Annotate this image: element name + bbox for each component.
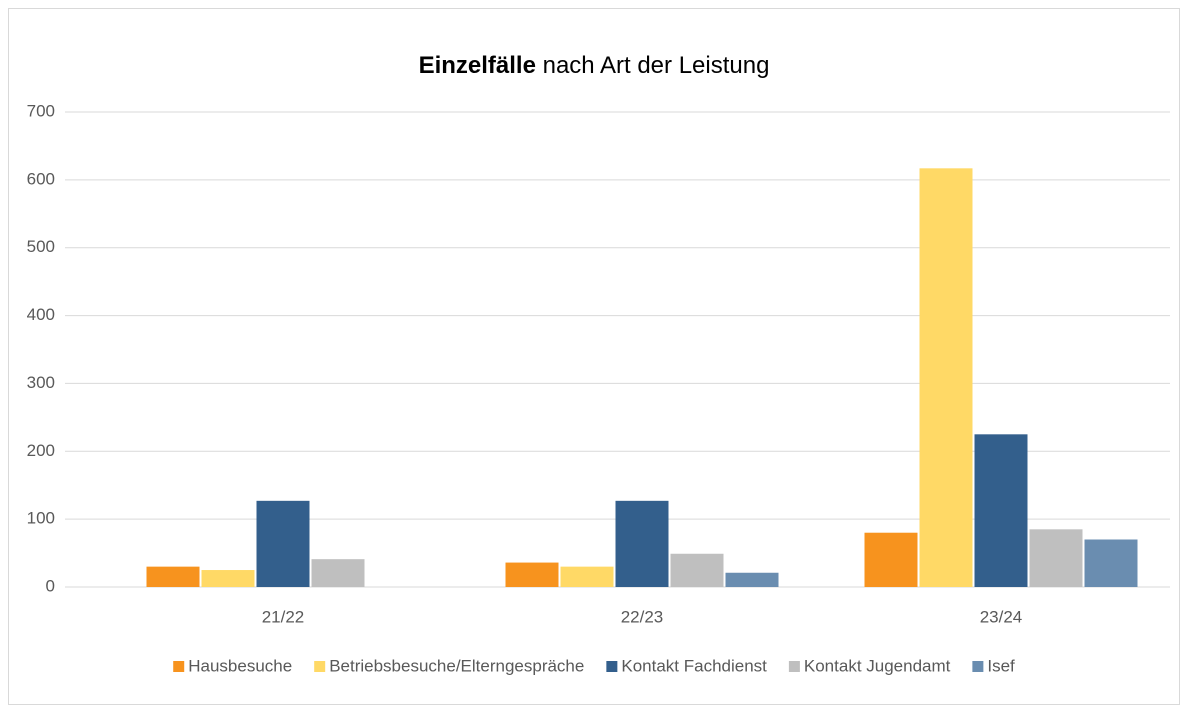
y-tick-label: 700 — [27, 101, 55, 120]
title-bold: Einzelfälle — [419, 52, 536, 79]
legend-label: Isef — [987, 656, 1015, 675]
x-tick-label: 23/24 — [980, 607, 1023, 626]
bar — [1084, 539, 1138, 587]
y-tick-label: 300 — [27, 373, 55, 392]
y-tick-label: 100 — [27, 509, 55, 528]
bar — [201, 570, 255, 587]
bar — [919, 168, 973, 588]
bar — [670, 553, 724, 587]
legend-label: Hausbesuche — [188, 656, 292, 675]
legend-swatch — [314, 661, 326, 672]
x-tick-label: 21/22 — [262, 607, 305, 626]
bar — [505, 562, 559, 587]
bar — [974, 434, 1028, 587]
title-rest: nach Art der Leistung — [543, 52, 770, 79]
legend-swatch — [173, 661, 185, 672]
chart-title: Einzelfälle nach Art der Leistung — [419, 52, 770, 79]
bar — [1029, 529, 1083, 587]
chart-frame — [8, 8, 1180, 705]
legend-swatch — [606, 661, 618, 672]
y-tick-label: 600 — [27, 169, 55, 188]
legend-swatch — [788, 661, 800, 672]
bar — [615, 500, 669, 587]
bar — [725, 572, 779, 587]
y-tick-label: 200 — [27, 441, 55, 460]
legend-label: Kontakt Fachdienst — [621, 656, 767, 675]
bar — [256, 500, 310, 587]
y-tick-label: 0 — [46, 576, 55, 595]
bar — [311, 559, 365, 587]
bar — [560, 566, 614, 587]
bar — [146, 566, 200, 587]
legend-label: Kontakt Jugendamt — [804, 656, 951, 675]
legend-label: Betriebsbesuche/Elterngespräche — [329, 656, 584, 675]
bar — [864, 532, 918, 587]
y-tick-label: 400 — [27, 305, 55, 324]
x-tick-label: 22/23 — [621, 607, 664, 626]
y-tick-label: 500 — [27, 237, 55, 256]
legend-swatch — [972, 661, 984, 672]
